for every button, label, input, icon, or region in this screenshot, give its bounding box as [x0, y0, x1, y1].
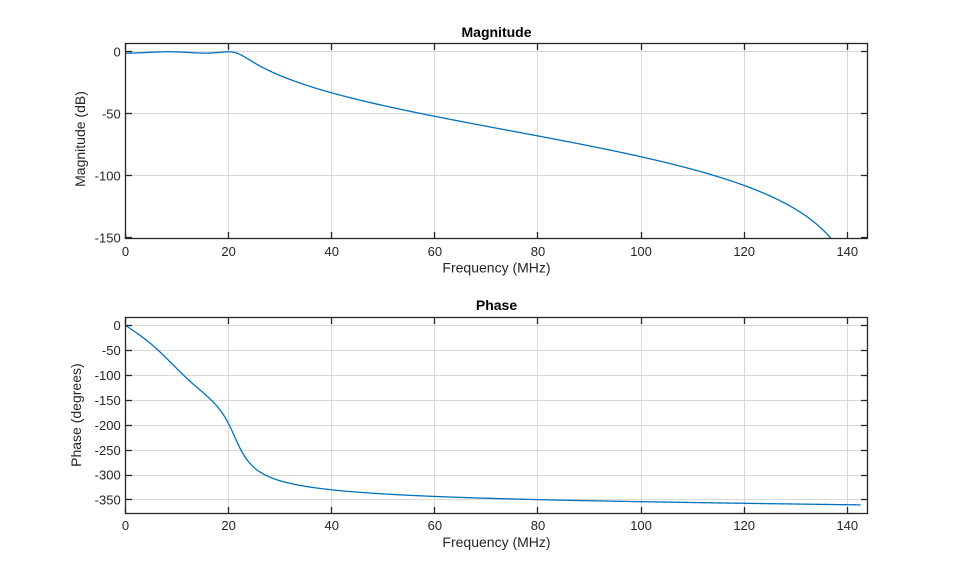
svg-text:60: 60: [428, 518, 442, 533]
svg-text:-50: -50: [102, 343, 121, 358]
svg-text:80: 80: [531, 518, 545, 533]
svg-text:-100: -100: [95, 168, 121, 183]
svg-text:-150: -150: [95, 230, 121, 245]
svg-text:Frequency (MHz): Frequency (MHz): [442, 534, 550, 550]
svg-text:140: 140: [836, 244, 858, 259]
svg-text:0: 0: [122, 244, 129, 259]
svg-text:80: 80: [531, 244, 545, 259]
svg-text:140: 140: [836, 518, 858, 533]
svg-text:Frequency (MHz): Frequency (MHz): [442, 260, 550, 276]
svg-text:100: 100: [630, 518, 652, 533]
svg-text:-250: -250: [95, 443, 121, 458]
svg-text:20: 20: [221, 518, 235, 533]
svg-text:Phase (degrees): Phase (degrees): [68, 363, 84, 467]
svg-text:40: 40: [324, 244, 338, 259]
svg-text:0: 0: [122, 518, 129, 533]
svg-text:Magnitude (dB): Magnitude (dB): [72, 91, 88, 187]
svg-text:-300: -300: [95, 468, 121, 483]
svg-text:120: 120: [733, 244, 755, 259]
svg-text:20: 20: [221, 244, 235, 259]
svg-text:Magnitude: Magnitude: [462, 24, 532, 40]
svg-text:-350: -350: [95, 493, 121, 508]
svg-text:Phase: Phase: [476, 297, 517, 313]
svg-text:-200: -200: [95, 418, 121, 433]
svg-text:-150: -150: [95, 393, 121, 408]
svg-text:120: 120: [733, 518, 755, 533]
svg-text:-50: -50: [102, 106, 121, 121]
svg-text:0: 0: [113, 44, 120, 59]
svg-text:-100: -100: [95, 368, 121, 383]
svg-text:60: 60: [428, 244, 442, 259]
svg-text:40: 40: [324, 518, 338, 533]
svg-text:0: 0: [113, 318, 120, 333]
svg-text:100: 100: [630, 244, 652, 259]
